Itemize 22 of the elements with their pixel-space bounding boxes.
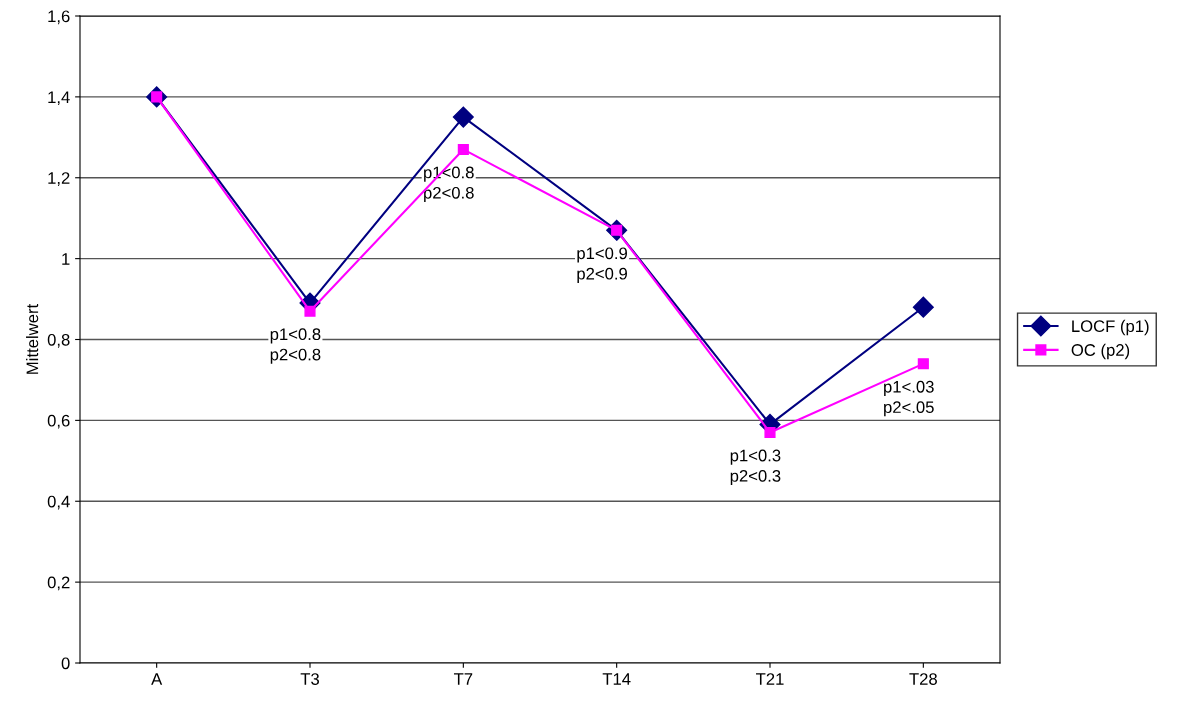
y-tick-label: 1 <box>62 253 70 265</box>
annotation: p1<0.9 p2<0.9 <box>577 247 627 283</box>
y-tick-label: 0,2 <box>47 576 70 591</box>
legend-label: OC (p2) <box>1071 343 1130 360</box>
y-tick-label: 1,4 <box>48 91 70 106</box>
y-tick-label: 1,6 <box>48 10 70 25</box>
legend-label: LOCF (p1) <box>1072 319 1149 336</box>
x-tick-label: T21 <box>756 673 784 685</box>
annotation: p1<0.8 p2<0.8 <box>270 328 321 364</box>
annotation: p1<.03 p2<.05 <box>884 380 934 417</box>
x-tick-label: T28 <box>909 673 937 685</box>
y-tick-label: 0,8 <box>47 333 70 348</box>
x-tick-label: A <box>151 673 163 685</box>
x-tick-label: T3 <box>300 673 319 685</box>
x-tick-label: T14 <box>602 673 631 685</box>
y-axis-title: Mittelwert <box>26 303 39 374</box>
y-tick-label: 1,2 <box>48 172 70 186</box>
x-tick-label: T7 <box>453 673 473 685</box>
y-tick-label: 0,6 <box>47 414 70 429</box>
annotation: p1<0.3 p2<0.3 <box>730 449 781 486</box>
y-tick-label: 0,4 <box>47 495 70 510</box>
y-tick-label: 0 <box>61 657 70 670</box>
